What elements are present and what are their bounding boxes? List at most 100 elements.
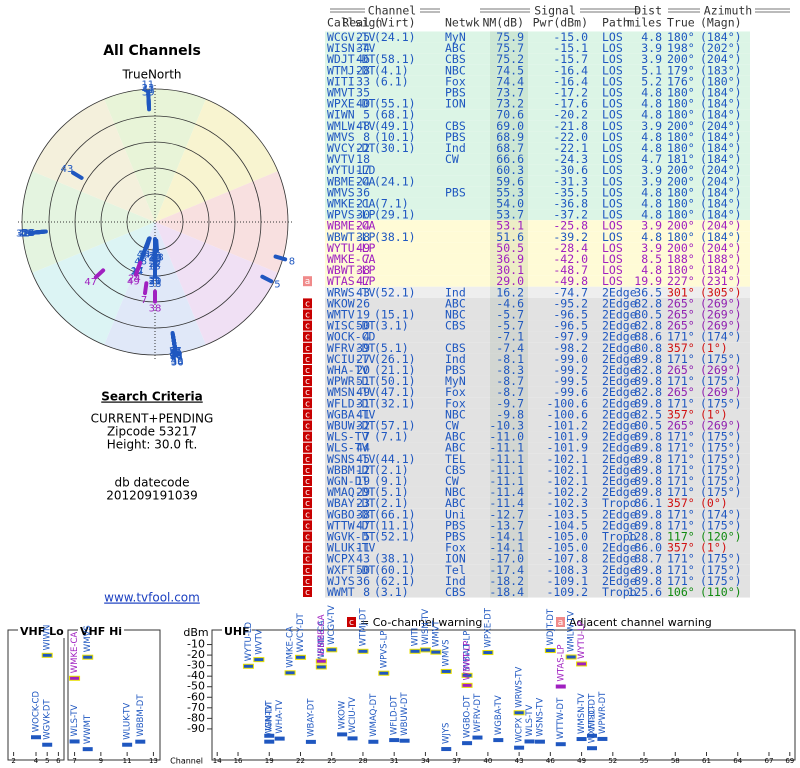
cell-dist: 82.8 <box>634 319 662 333</box>
cell-true: 171° <box>667 574 695 588</box>
signal-label: WDJT-DT <box>546 608 556 645</box>
warning-letter: c <box>305 466 310 476</box>
signal-label: WGVK-DT <box>43 699 53 740</box>
column-header: Pwr(dBm) <box>533 16 588 30</box>
cell-nm: -11.4 <box>489 485 524 499</box>
cell-nm: 75.9 <box>496 30 524 44</box>
cell-virt: (58.1) <box>374 52 416 66</box>
y-tick-label: -70 <box>187 701 205 714</box>
cell-netwk: ABC <box>445 430 466 444</box>
cell-pwr: -49.8 <box>553 274 588 288</box>
y-tick-label: -90 <box>187 722 205 735</box>
polar-label: 43 <box>61 164 74 175</box>
polar-plot: 2534462833354054882218172436213024384973… <box>16 80 295 369</box>
cell-callsign: WMTV <box>327 308 355 322</box>
cell-nm: -12.7 <box>489 507 524 521</box>
adjacent-letter: a <box>558 618 564 628</box>
cell-path: 2Edge <box>602 330 637 344</box>
cell-magn: (175°) <box>700 452 742 466</box>
row-background <box>325 497 750 509</box>
header-rules <box>330 8 790 13</box>
cell-pwr: -103.5 <box>546 507 588 521</box>
signal-bar <box>513 710 525 716</box>
group-header: Signal <box>534 4 576 18</box>
cell-dist: 4.8 <box>641 185 662 199</box>
cell-dist: 80.5 <box>634 308 662 322</box>
polar-label: 5 <box>274 279 280 290</box>
sector <box>155 171 289 273</box>
cell-dist: 82.5 <box>634 407 662 421</box>
warning-badge <box>303 409 312 420</box>
cell-dist: 89.8 <box>634 441 662 455</box>
cell-magn: (184°) <box>700 263 742 277</box>
cell-pwr: -105.0 <box>546 530 588 544</box>
site-link[interactable]: www.tvfool.com <box>104 591 200 605</box>
x-tick-label: 67 <box>765 757 774 765</box>
signal-label: WYTU-LP <box>577 621 587 659</box>
adjacent-text: Adjacent channel warning <box>569 616 712 629</box>
cell-nm: -11.0 <box>489 430 524 444</box>
x-tick-label: 43 <box>515 757 524 765</box>
row-background <box>325 530 750 543</box>
cell-netwk: PBS <box>445 185 466 199</box>
cell-nm: 75.2 <box>496 52 524 66</box>
polar-label: 30 <box>149 276 162 287</box>
signal-bar <box>472 735 483 740</box>
cell-nm: -11.1 <box>489 474 524 488</box>
signal-label: WBWT-LP <box>463 631 473 671</box>
cell-pwr: -108.3 <box>546 563 588 577</box>
cell-magn: (184°) <box>700 141 742 155</box>
signal-label: WXFT-DT <box>587 704 597 743</box>
signal-label: WMVT <box>431 620 441 648</box>
panel-frame <box>211 629 796 761</box>
cell-netwk: ABC <box>445 441 466 455</box>
cell-callsign: WMAQ-DT <box>327 485 376 499</box>
cell-nm: 53.1 <box>496 219 524 233</box>
cell-nm: 53.7 <box>496 208 524 222</box>
cell-path: LOS <box>602 208 623 222</box>
cell-true: 265° <box>667 296 695 310</box>
cell-magn: (180°) <box>700 74 742 88</box>
cell-path: LOS <box>602 63 623 77</box>
cell-path: LOS <box>602 74 623 88</box>
cell-real: 48 <box>356 119 370 133</box>
cell-netwk: CBS <box>445 585 466 599</box>
cell-netwk: CBS <box>445 463 466 477</box>
cell-real: 40 <box>356 97 370 111</box>
polar-mark <box>273 254 288 262</box>
cell-pwr: -99.2 <box>553 363 588 377</box>
signal-label: WITI <box>411 628 421 647</box>
cell-netwk: CW <box>445 152 459 166</box>
warning-letter: c <box>305 410 310 420</box>
signal-bar <box>82 654 94 660</box>
cell-dist: 4.8 <box>641 141 662 155</box>
cell-pwr: -30.6 <box>553 163 588 177</box>
cell-magn: (0°) <box>700 496 728 510</box>
cell-dist: 86.1 <box>634 496 662 510</box>
cell-virt: (52.1) <box>374 530 416 544</box>
cell-true: 357° <box>667 407 695 421</box>
x-tick-label: 4 <box>34 757 39 765</box>
polar-label: 23 <box>142 83 155 94</box>
signal-label: WCGV-TV <box>327 605 337 645</box>
cell-nm: 73.7 <box>496 86 524 100</box>
row-background <box>325 209 750 221</box>
cell-dist: 89.8 <box>634 563 662 577</box>
cell-magn: (175°) <box>700 352 742 366</box>
warning-letter: c <box>305 299 310 309</box>
signal-bar <box>524 739 535 744</box>
row-background <box>325 508 750 520</box>
column-header: miles <box>627 16 662 30</box>
cell-netwk: Fox <box>445 541 466 555</box>
cell-true: 171° <box>667 330 695 344</box>
criteria-line: CURRENT+PENDING <box>91 412 214 426</box>
cell-virt: (44.1) <box>374 452 416 466</box>
cell-pwr: -24.3 <box>553 152 588 166</box>
cell-real: 49 <box>356 385 370 399</box>
cell-nm: 74.4 <box>496 74 524 88</box>
cell-virt: (38.1) <box>374 230 416 244</box>
signal-label: WYTU-LD <box>244 621 254 661</box>
panel-label: UHF <box>224 625 250 638</box>
cell-nm: 66.6 <box>496 152 524 166</box>
row-background <box>325 131 750 143</box>
